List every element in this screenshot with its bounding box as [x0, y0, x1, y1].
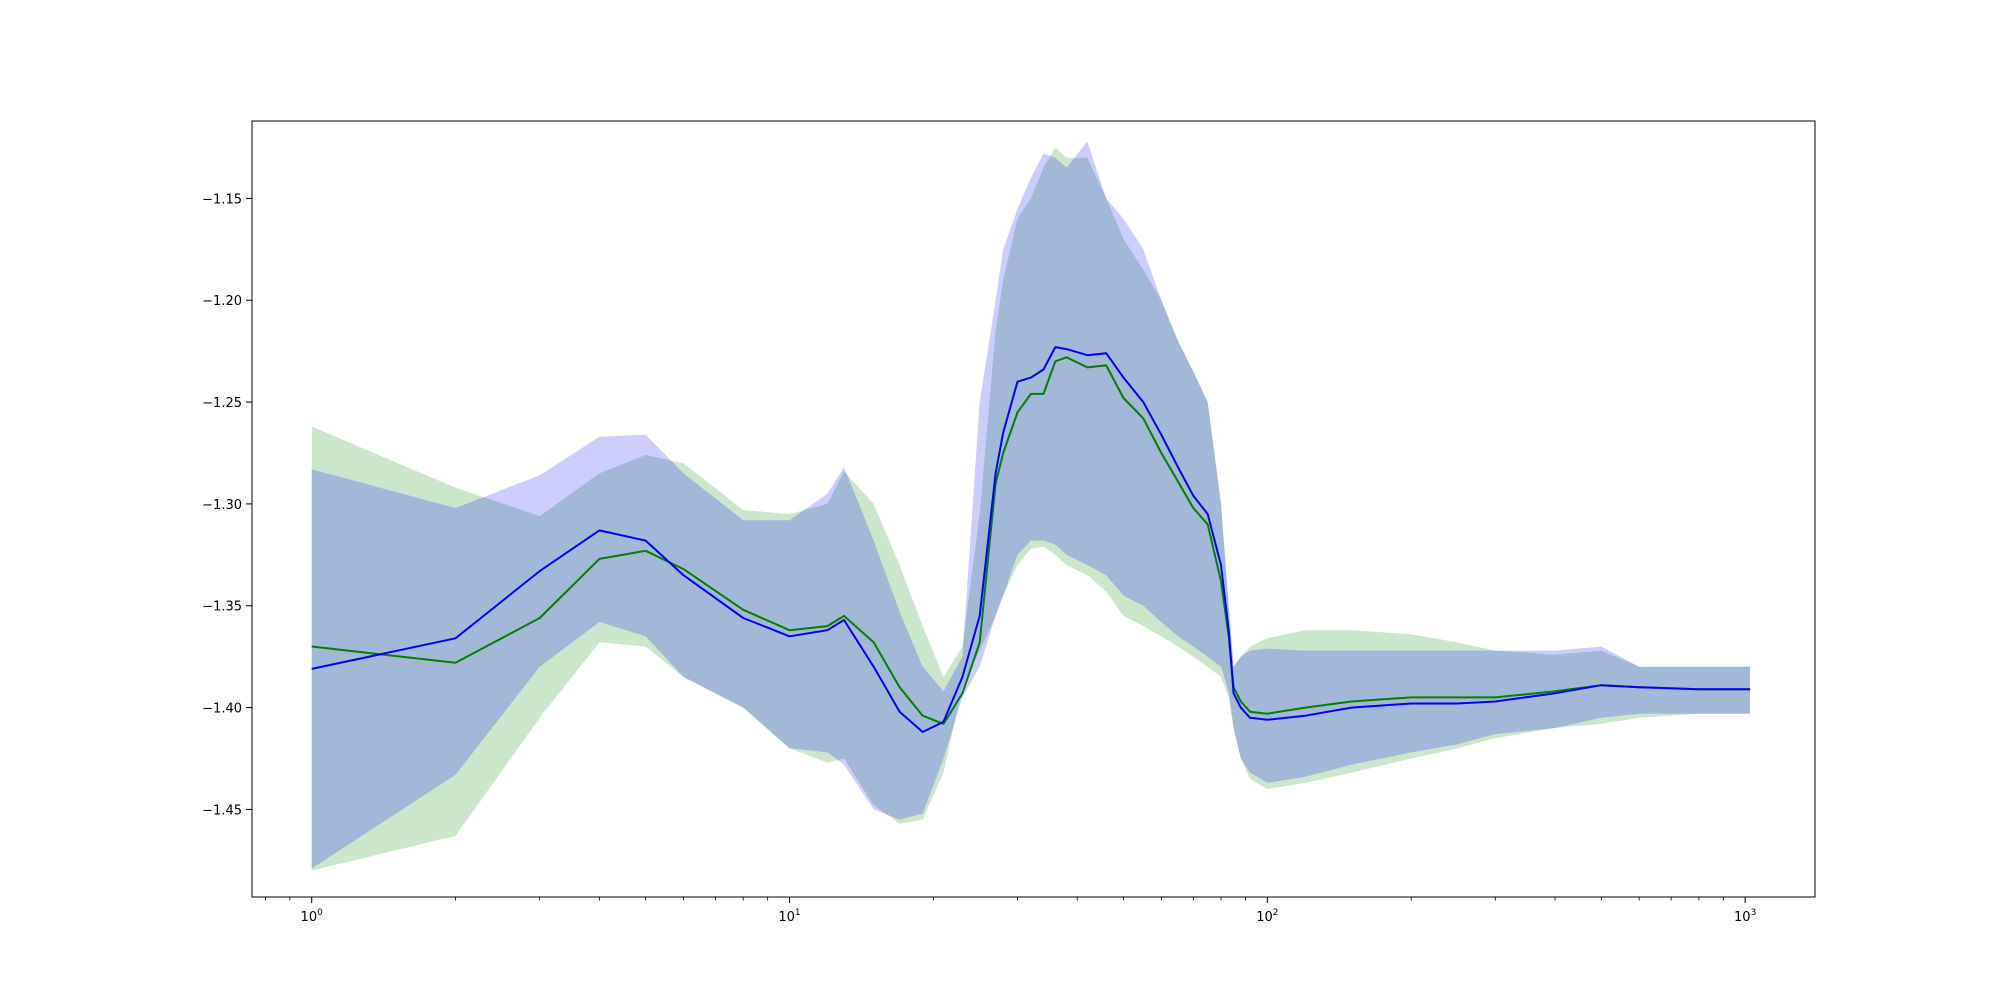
y-tick-label: −1.40 [202, 702, 242, 717]
y-axis: −1.15 −1.20 −1.25 −1.30 −1.35 −1.40 −1.45 [202, 192, 252, 818]
x-tick-label: 101 [778, 908, 800, 925]
y-tick-label: −1.25 [202, 396, 242, 411]
series-line-1 [311, 356, 1751, 725]
plot-frame [251, 120, 1816, 898]
confidence-band-2 [311, 141, 1751, 869]
confidence-band-1 [311, 147, 1751, 871]
y-tick-label: −1.20 [202, 294, 242, 309]
y-tick-label: −1.15 [202, 192, 242, 207]
x-tick-label: 103 [1734, 908, 1756, 925]
x-axis: 100 101 102 103 [264, 897, 1756, 925]
y-tick-label: −1.30 [202, 498, 242, 513]
x-tick-label: 102 [1256, 908, 1278, 925]
x-tick-label: 100 [301, 908, 324, 925]
mean-lines [311, 346, 1751, 733]
y-tick-label: −1.35 [202, 600, 242, 615]
confidence-bands [311, 141, 1751, 871]
y-tick-label: −1.45 [202, 803, 242, 818]
series-line-2 [311, 346, 1751, 733]
